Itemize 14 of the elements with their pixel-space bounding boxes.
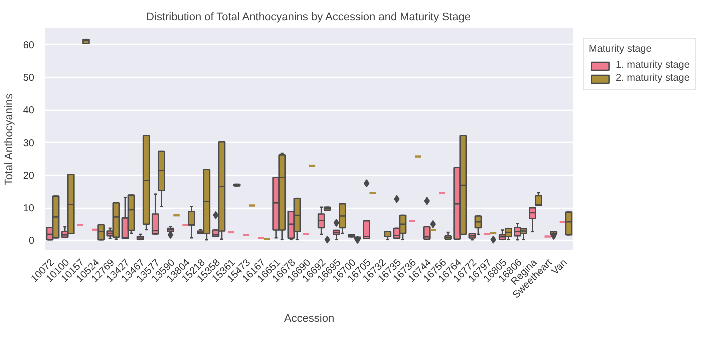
legend-title: Maturity stage (589, 44, 653, 55)
x-tick-label: Van (550, 258, 570, 278)
y-tick-label: 40 (23, 106, 35, 117)
x-axis-title: Accession (284, 313, 335, 326)
legend-label: 1. maturity stage (616, 60, 690, 71)
y-tick-label: 10 (23, 204, 35, 215)
y-tick-label: 0 (28, 236, 35, 248)
y-tick-label: 50 (23, 72, 35, 84)
y-axis-title: Total Anthocyanins (3, 93, 16, 186)
legend-label: 2. maturity stage (616, 73, 690, 84)
y-tick-label: 30 (23, 138, 35, 150)
y-tick-label: 60 (23, 40, 35, 52)
y-tick-label: 20 (23, 170, 35, 182)
chart-title: Distribution of Total Anthocyanins by Accession and Maturity Stage (146, 12, 472, 24)
